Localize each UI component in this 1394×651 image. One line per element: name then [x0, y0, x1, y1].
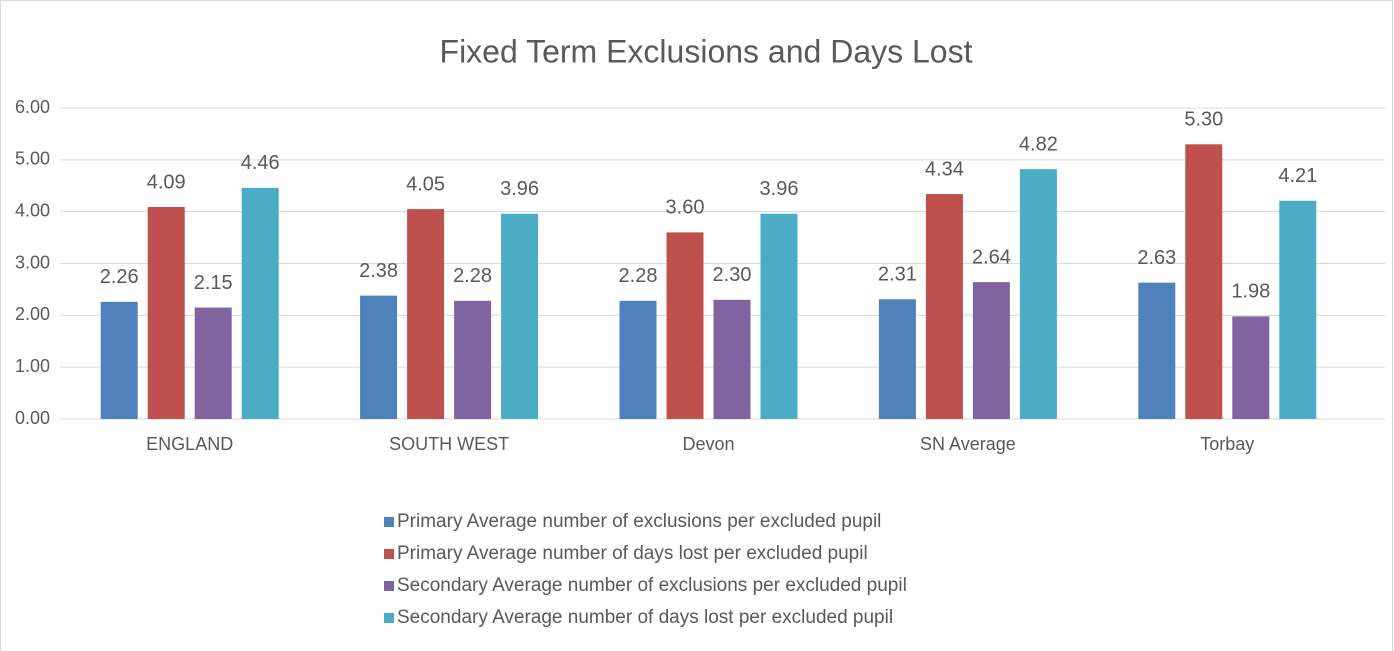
- x-tick-label: SOUTH WEST: [389, 434, 509, 454]
- y-tick-label: 3.00: [15, 252, 50, 272]
- bar: [501, 213, 539, 419]
- bar: [972, 282, 1010, 419]
- value-label: 5.30: [1184, 109, 1223, 131]
- x-tick-label: Devon: [682, 434, 734, 454]
- bar: [878, 299, 916, 419]
- bar: [241, 187, 279, 419]
- value-label: 4.21: [1278, 165, 1317, 187]
- bar: [100, 301, 138, 419]
- x-tick-label: Torbay: [1200, 434, 1254, 454]
- value-label: 3.96: [760, 178, 799, 200]
- value-label: 4.34: [925, 158, 964, 180]
- legend-swatch: [384, 613, 394, 623]
- y-tick-label: 1.00: [15, 356, 50, 376]
- value-label: 2.28: [453, 265, 492, 287]
- bar: [666, 232, 704, 419]
- bar: [407, 209, 445, 419]
- bar: [1138, 282, 1176, 419]
- bar: [1019, 169, 1057, 419]
- value-label: 4.09: [147, 171, 186, 193]
- value-label: 2.63: [1137, 247, 1176, 269]
- legend-label: Primary Average number of exclusions per…: [397, 511, 881, 532]
- y-tick-label: 5.00: [15, 149, 50, 169]
- bar: [760, 213, 798, 419]
- y-tick-label: 0.00: [15, 408, 50, 428]
- legend-swatch: [384, 517, 394, 527]
- x-tick-label: SN Average: [920, 434, 1016, 454]
- value-label: 3.96: [500, 178, 539, 200]
- value-label: 2.31: [878, 264, 917, 286]
- value-label: 4.82: [1019, 133, 1058, 155]
- bar: [619, 300, 657, 419]
- value-label: 3.60: [666, 197, 705, 219]
- value-label: 2.38: [359, 260, 398, 282]
- bar: [194, 307, 232, 419]
- x-tick-label: ENGLAND: [146, 434, 233, 454]
- value-label: 4.05: [406, 173, 445, 195]
- chart-title: Fixed Term Exclusions and Days Lost: [440, 33, 973, 69]
- value-label: 1.98: [1231, 281, 1270, 303]
- legend-label: Primary Average number of days lost per …: [397, 543, 868, 564]
- bar: [360, 295, 398, 419]
- value-label: 2.28: [619, 265, 658, 287]
- y-tick-label: 4.00: [15, 200, 50, 220]
- legend-label: Secondary Average number of exclusions p…: [397, 575, 907, 596]
- bar: [1279, 200, 1317, 419]
- value-label: 2.30: [713, 264, 752, 286]
- bar: [1185, 144, 1223, 420]
- bar: [454, 300, 492, 419]
- y-tick-label: 2.00: [15, 304, 50, 324]
- value-label: 2.64: [972, 246, 1011, 268]
- value-label: 4.46: [241, 152, 280, 174]
- value-label: 2.26: [100, 266, 139, 288]
- bar: [713, 299, 751, 419]
- value-label: 2.15: [194, 272, 233, 294]
- bar: [147, 207, 185, 419]
- legend-swatch: [384, 581, 394, 591]
- y-tick-label: 6.00: [15, 97, 50, 117]
- legend-label: Secondary Average number of days lost pe…: [397, 607, 893, 628]
- bar: [1232, 316, 1270, 419]
- bar: [925, 194, 963, 419]
- legend-swatch: [384, 549, 394, 559]
